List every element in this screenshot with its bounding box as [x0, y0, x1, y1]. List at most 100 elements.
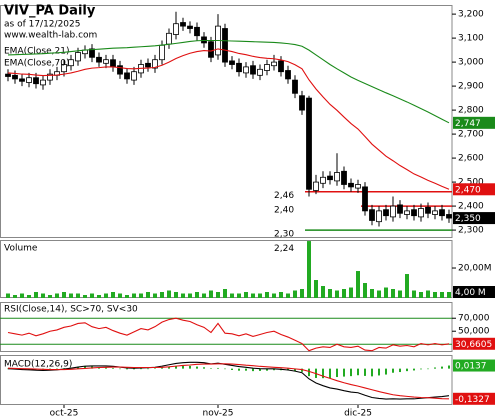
histogram-bar	[182, 365, 184, 369]
volume-bar	[279, 292, 283, 298]
volume-bar	[265, 292, 269, 298]
volume-bar	[258, 293, 262, 298]
histogram-bar	[161, 367, 163, 369]
candle-body	[404, 210, 410, 215]
volume-bar	[209, 290, 213, 298]
candle-body	[201, 36, 207, 44]
volume-bar	[174, 292, 178, 298]
candle-body	[271, 61, 277, 67]
candle-body	[334, 172, 340, 182]
histogram-bar	[364, 368, 366, 376]
candle-body	[194, 26, 200, 37]
y-tick-label: 20,00M	[458, 264, 492, 274]
histogram-bar	[371, 368, 373, 377]
series-line	[7, 48, 450, 190]
histogram-bar	[168, 366, 170, 369]
candle-body	[418, 208, 424, 218]
last-value-label: 4,00 M	[455, 288, 486, 298]
histogram-bar	[189, 365, 191, 369]
volume-bar	[27, 295, 31, 298]
histogram-bar	[63, 368, 65, 369]
histogram-bar	[273, 368, 275, 371]
histogram-bar	[224, 368, 226, 370]
panel-title: Volume	[4, 244, 38, 254]
volume-bar	[300, 289, 304, 298]
last-value-box	[453, 116, 495, 129]
histogram-bar	[322, 368, 324, 379]
histogram-bar	[336, 368, 338, 378]
last-value-box	[453, 286, 495, 299]
candle-body	[12, 74, 18, 80]
panel-frame	[0, 302, 453, 352]
histogram-bar	[308, 368, 310, 377]
histogram-bar	[357, 368, 359, 376]
last-value-label: 0,0137	[455, 362, 487, 372]
last-value-label: 2,747	[455, 119, 481, 129]
chart-title: VIV_PA Daily	[4, 4, 96, 19]
candle-body	[89, 48, 95, 58]
source: www.wealth-lab.com	[4, 31, 97, 41]
y-tick-label: 2,600	[458, 154, 484, 164]
candle-body	[19, 78, 25, 82]
volume-bar	[160, 292, 164, 298]
volume-bar	[307, 241, 311, 298]
volume-bar	[181, 293, 185, 298]
candle-body	[264, 64, 270, 71]
histogram-bar	[350, 368, 352, 377]
candle-body	[320, 176, 326, 184]
volume-bar	[237, 293, 241, 298]
last-value-label: -0,1327	[455, 395, 490, 405]
volume-bar	[223, 289, 227, 298]
histogram-bar	[154, 368, 156, 369]
histogram-bar	[301, 368, 303, 372]
x-tick-label: nov-25	[203, 409, 234, 419]
volume-bar	[167, 290, 171, 298]
candle-body	[5, 73, 11, 77]
histogram-bar	[434, 367, 436, 369]
candle-body	[397, 204, 403, 214]
histogram-bar	[133, 368, 135, 370]
volume-bar	[363, 283, 367, 298]
volume-bar	[202, 293, 206, 298]
histogram-bar	[84, 366, 86, 369]
candle-body	[432, 210, 438, 215]
level-label: 2,46	[274, 191, 294, 201]
candle-body	[103, 59, 109, 64]
candle-body	[117, 65, 123, 75]
candle-body	[222, 28, 228, 63]
candle-body	[180, 22, 186, 27]
volume-bar	[377, 290, 381, 298]
volume-bar	[6, 293, 10, 298]
volume-bar	[321, 286, 325, 298]
series-line	[7, 317, 450, 352]
y-tick-label: 70,000	[458, 314, 490, 324]
histogram-bar	[399, 368, 401, 373]
y-tick-label: 2,300	[458, 226, 484, 236]
volume-bar	[216, 292, 220, 298]
candle-body	[257, 68, 263, 76]
candle-body	[124, 72, 130, 80]
candle-body	[159, 44, 165, 61]
volume-bar	[90, 293, 94, 298]
volume-bar	[419, 292, 423, 298]
x-tick-label: dic-25	[344, 409, 372, 419]
volume-bar	[188, 293, 192, 298]
volume-bar	[391, 289, 395, 298]
histogram-bar	[238, 368, 240, 371]
histogram-bar	[294, 368, 296, 371]
candle-body	[75, 52, 81, 62]
panel-frame	[0, 5, 453, 238]
x-tick-label: oct-25	[50, 409, 79, 419]
volume-bar	[104, 293, 108, 298]
volume-bar	[293, 290, 297, 298]
histogram-bar	[147, 368, 149, 370]
candle-body	[187, 25, 193, 29]
histogram-bar	[196, 366, 198, 369]
last-value-box	[453, 359, 495, 372]
volume-bar	[342, 289, 346, 298]
candle-body	[26, 77, 32, 83]
volume-bar	[314, 280, 318, 298]
candle-body	[250, 65, 256, 75]
candle-body	[61, 64, 67, 73]
